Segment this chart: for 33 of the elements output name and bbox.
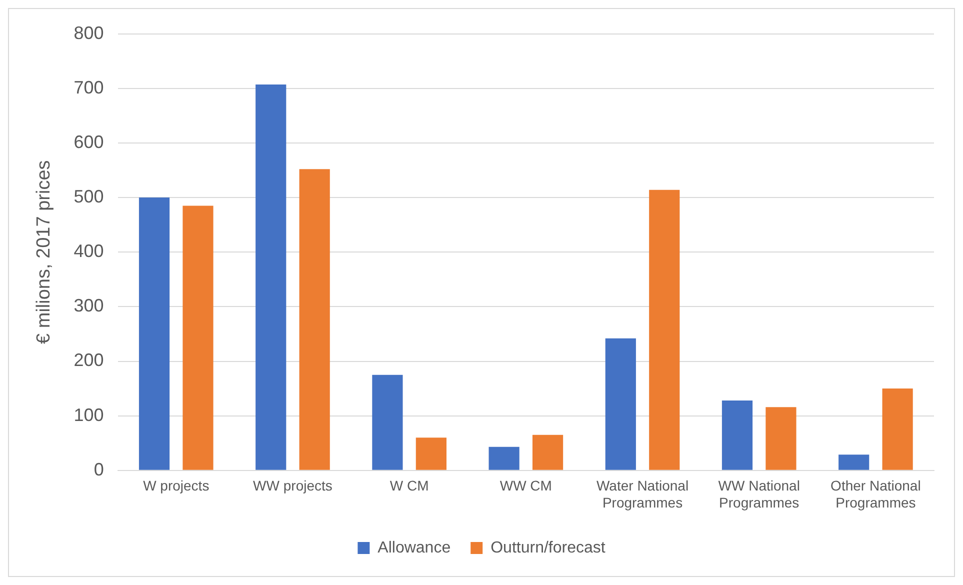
- y-tick-label: 800: [74, 22, 104, 43]
- x-tick-label: WW CM: [500, 478, 552, 494]
- y-tick-label: 400: [74, 241, 104, 262]
- bar: [138, 198, 170, 470]
- y-tick-label: 0: [94, 459, 104, 480]
- bar: [256, 84, 286, 470]
- x-tick-label: W CM: [390, 478, 429, 494]
- bar: [649, 190, 680, 470]
- y-tick-label: 300: [74, 296, 104, 316]
- bar: [838, 454, 870, 470]
- legend-label: Allowance: [378, 539, 451, 556]
- x-tick-label: WW National Programmes: [718, 478, 800, 510]
- x-tick-label: Water National Programmes: [596, 478, 689, 510]
- y-tick-label: 600: [74, 132, 104, 152]
- bar: [766, 407, 796, 470]
- y-tick-label: 100: [74, 404, 104, 425]
- y-tick-label: 500: [74, 186, 104, 206]
- bar: [182, 206, 214, 470]
- bar: [372, 374, 403, 470]
- bar: [722, 400, 753, 470]
- y-tick-label: 200: [74, 350, 104, 370]
- bar: [532, 434, 564, 470]
- bar: [605, 338, 636, 470]
- bar: [488, 446, 520, 470]
- x-tick-label: Other National Programmes: [830, 478, 921, 510]
- bar: [882, 388, 913, 470]
- legend-label: Outturn/forecast: [490, 539, 606, 556]
- bar: [299, 169, 330, 470]
- y-axis-title: € milions, 2017 prices: [34, 160, 55, 344]
- x-tick-label: W projects: [143, 478, 210, 494]
- x-tick-label: WW projects: [253, 478, 332, 494]
- y-tick-label: 700: [74, 77, 104, 98]
- bar: [416, 438, 446, 470]
